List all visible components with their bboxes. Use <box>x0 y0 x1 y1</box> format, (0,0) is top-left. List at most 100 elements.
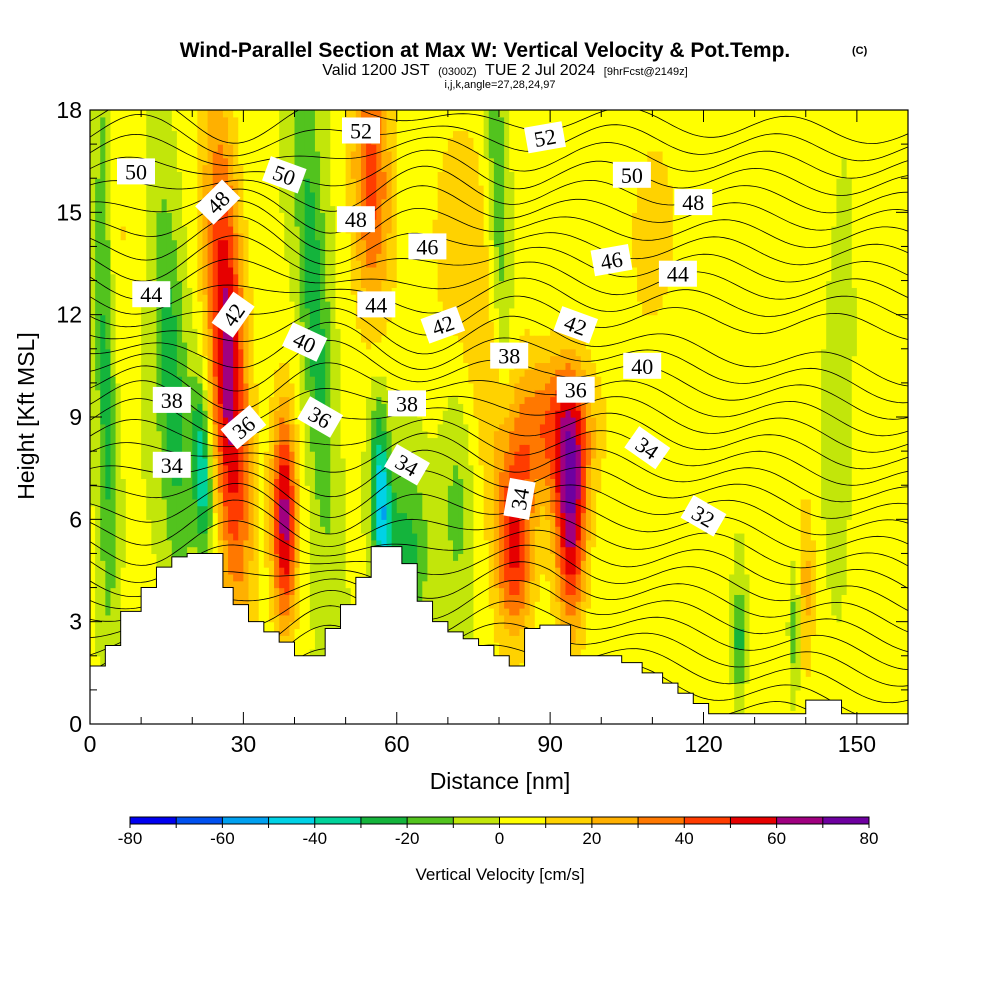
velocity-cell <box>800 567 807 595</box>
velocity-cell <box>800 594 807 671</box>
velocity-cell <box>545 485 551 520</box>
velocity-cell <box>539 478 546 507</box>
velocity-cell <box>775 110 781 724</box>
velocity-cell <box>596 376 602 493</box>
isentrope-line <box>90 561 908 633</box>
isentrope-label-text: 50 <box>621 163 643 188</box>
velocity-cell <box>683 110 689 724</box>
velocity-cell <box>314 110 321 152</box>
velocity-cell <box>478 185 485 466</box>
isentrope-label: 34 <box>384 444 430 486</box>
velocity-cell <box>151 110 158 555</box>
isentrope-label-text: 46 <box>599 246 625 274</box>
velocity-cell <box>539 335 546 364</box>
velocity-cell <box>233 232 239 275</box>
isentrope-line <box>90 482 908 552</box>
velocity-cell <box>228 444 234 493</box>
isentrope-line <box>90 470 908 536</box>
velocity-cell <box>253 110 260 384</box>
velocity-cell <box>406 403 413 473</box>
velocity-cell <box>304 110 311 179</box>
velocity-cell <box>248 110 255 288</box>
velocity-cell <box>320 526 326 724</box>
velocity-cell <box>406 471 413 520</box>
velocity-cell <box>381 198 388 282</box>
velocity-cell <box>529 335 536 370</box>
velocity-cell <box>734 594 740 630</box>
velocity-cell <box>207 110 214 193</box>
velocity-cell <box>591 110 597 364</box>
isentrope-label-box <box>152 451 191 478</box>
isentrope-label: 40 <box>623 352 662 379</box>
velocity-cell <box>458 130 464 343</box>
velocity-cell <box>667 273 674 724</box>
isentrope-label-text: 34 <box>161 453 183 478</box>
velocity-cell <box>105 348 112 500</box>
velocity-cell <box>447 485 454 541</box>
velocity-cell <box>642 110 648 166</box>
velocity-cell <box>734 532 740 595</box>
velocity-cell <box>729 683 735 724</box>
velocity-cell <box>238 110 244 166</box>
velocity-cell <box>105 110 112 241</box>
velocity-cell <box>499 423 505 473</box>
velocity-cell <box>703 110 710 724</box>
velocity-cell <box>212 110 219 152</box>
velocity-cell <box>509 430 515 466</box>
valid-time-date: TUE 2 Jul 2024 <box>485 62 595 79</box>
velocity-cell <box>463 423 469 671</box>
velocity-cell <box>534 526 541 602</box>
velocity-cell <box>299 321 306 411</box>
velocity-cell <box>657 150 664 309</box>
velocity-cell <box>555 355 561 370</box>
velocity-cell <box>371 437 377 541</box>
velocity-cell <box>95 178 101 391</box>
velocity-cell <box>534 478 541 527</box>
velocity-cell <box>565 594 572 616</box>
velocity-cell <box>539 505 546 575</box>
velocity-cell <box>555 526 561 568</box>
velocity-cell <box>570 417 577 439</box>
velocity-cell <box>826 280 832 589</box>
velocity-cell <box>412 410 418 479</box>
y-tick-label: 15 <box>56 199 82 225</box>
velocity-cell <box>207 382 214 418</box>
velocity-cell <box>555 328 561 357</box>
velocity-cell <box>100 560 106 724</box>
velocity-cell <box>100 423 106 561</box>
velocity-cell <box>243 539 250 623</box>
velocity-cell <box>294 423 301 479</box>
isentrope-label: 52 <box>524 121 566 154</box>
velocity-cell <box>570 396 577 418</box>
velocity-cell <box>805 498 812 561</box>
velocity-cell <box>115 110 122 384</box>
velocity-cell <box>667 110 674 186</box>
velocity-cell <box>417 110 423 418</box>
velocity-cell <box>284 396 290 425</box>
velocity-cell <box>376 417 383 445</box>
isentrope-label-box <box>384 444 430 486</box>
velocity-cell <box>422 519 429 582</box>
velocity-cell <box>831 614 838 724</box>
velocity-cell <box>637 301 643 724</box>
velocity-cell <box>734 683 740 724</box>
velocity-cell <box>391 110 398 288</box>
velocity-cell <box>412 478 418 534</box>
colorbar-swatch <box>776 817 824 824</box>
velocity-cell <box>539 362 546 391</box>
velocity-cell <box>340 110 347 459</box>
velocity-cell <box>698 110 705 724</box>
velocity-cell <box>217 451 224 493</box>
isentrope-label-box <box>261 156 307 194</box>
velocity-cell <box>493 307 500 364</box>
velocity-cell <box>892 110 899 724</box>
colorbar-swatch <box>730 817 777 824</box>
velocity-cell <box>713 110 720 724</box>
forecast-info: [9hrFcst@2149z] <box>604 66 688 78</box>
velocity-cell <box>580 335 587 370</box>
isentrope-line <box>90 149 908 196</box>
velocity-cell <box>228 314 234 445</box>
velocity-cell <box>228 266 234 316</box>
velocity-cell <box>371 219 377 268</box>
colorbar-swatch <box>314 817 362 824</box>
